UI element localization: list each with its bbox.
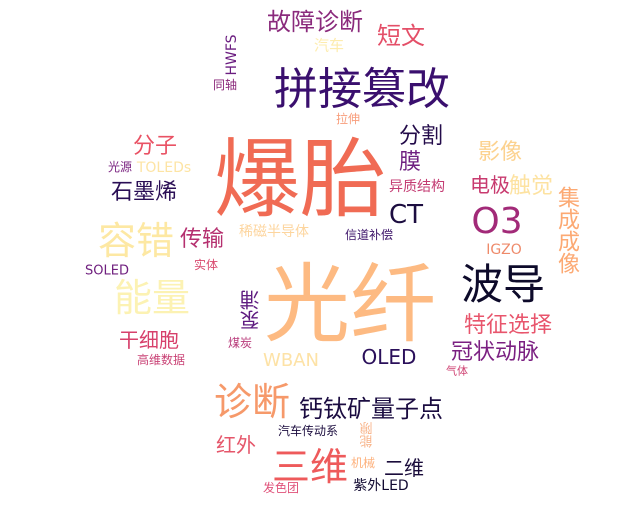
word: SOLED <box>85 263 129 279</box>
word: OLED <box>361 345 417 369</box>
word: 红外 <box>216 433 256 457</box>
word: HWFS <box>224 34 240 76</box>
word: 特征选择 <box>463 313 553 338</box>
word: 短文 <box>377 22 425 50</box>
word: 爆胎 <box>214 130 386 230</box>
word: 分割 <box>398 124 444 149</box>
word: 三维 <box>271 445 349 489</box>
word: 故障诊断 <box>267 8 363 36</box>
word: 石墨烯 <box>110 180 178 205</box>
word: 钙钛矿量子点 <box>299 395 443 423</box>
word: 分子 <box>132 134 178 159</box>
word: 信道补偿 <box>344 228 394 242</box>
word: 汽车 <box>313 36 345 55</box>
word: 紫外LED <box>353 478 409 494</box>
word: 干细胞 <box>119 328 179 352</box>
word: 同轴 <box>212 78 238 92</box>
word: 光源 <box>107 160 133 174</box>
word: 煤炭 <box>227 336 253 350</box>
word: WBAN <box>263 350 319 371</box>
word: 实体 <box>193 258 219 272</box>
word: 触觉 <box>508 174 554 199</box>
word: 诊断 <box>213 380 291 424</box>
word: 光纤 <box>264 255 436 355</box>
word: 传输 <box>179 227 225 252</box>
word: 能隙 <box>360 422 376 448</box>
word: 气体 <box>446 364 468 378</box>
word: 泵浦 <box>239 290 263 330</box>
word: 容错 <box>97 219 175 263</box>
word: 拼接篡改 <box>274 64 450 115</box>
word: 膜 <box>398 150 422 175</box>
word: TOLEDs <box>136 160 192 176</box>
word: 高维数据 <box>136 353 186 367</box>
word: 发色团 <box>262 481 300 495</box>
word: 汽车传动系 <box>277 424 339 438</box>
word: 集成成像 <box>554 186 579 274</box>
word: 异质结构 <box>389 179 445 195</box>
word: 能量 <box>113 276 191 320</box>
word: 波导 <box>460 260 546 309</box>
word: 稀磁半导体 <box>239 224 309 240</box>
word: IGZO <box>486 242 522 258</box>
word: 冠状动脉 <box>450 340 540 365</box>
word: O3 <box>471 201 523 242</box>
word: 拉伸 <box>335 112 361 126</box>
word: CT <box>388 200 424 230</box>
word: 电极 <box>470 173 510 197</box>
word: 影像 <box>477 140 523 165</box>
word: 二维 <box>384 456 424 480</box>
word: 机械 <box>350 456 376 470</box>
